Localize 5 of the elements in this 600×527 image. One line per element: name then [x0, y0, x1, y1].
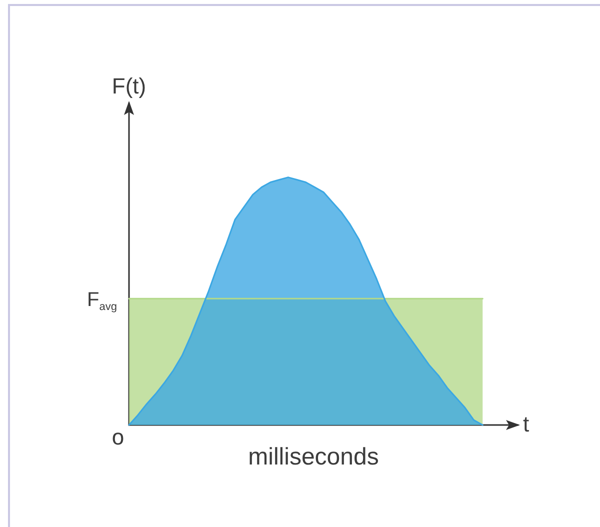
x-axis-title: milliseconds [248, 444, 379, 470]
text: o [112, 424, 124, 450]
text: t [523, 412, 530, 436]
y-axis-title: F(t) [112, 74, 146, 98]
series-label: F$_{avg}$ [87, 288, 117, 313]
